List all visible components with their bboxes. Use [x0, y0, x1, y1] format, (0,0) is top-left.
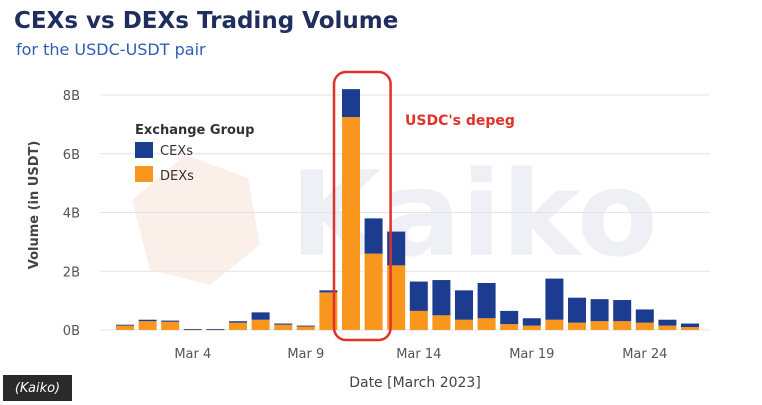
y-tick-label: 0B [63, 324, 80, 339]
bar-dexs-mar-15 [432, 315, 451, 330]
y-tick-label: 6B [63, 148, 80, 163]
bar-cexs-mar-8 [274, 323, 293, 325]
source-badge: (Kaiko) [3, 375, 72, 401]
bar-cexs-mar-18 [500, 310, 519, 325]
bar-cexs-mar-17 [477, 283, 496, 319]
bar-dexs-mar-19 [522, 325, 541, 330]
bar-dexs-mar-3 [161, 321, 180, 330]
bar-dexs-mar-18 [500, 324, 519, 330]
y-tick-label: 4B [63, 207, 80, 222]
bar-dexs-mar-6 [229, 322, 247, 330]
bar-dexs-mar-9 [296, 326, 315, 330]
bar-dexs-mar-1 [116, 325, 134, 330]
bar-cexs-mar-4 [183, 329, 202, 330]
depeg-highlight-box [332, 70, 392, 342]
axes: Volume (in USDT) Date [March 2023] 0B 2B 4… [27, 89, 667, 391]
bar-dexs-mar-20 [545, 319, 564, 330]
x-tick-label: Mar 24 [622, 347, 667, 362]
bar-cexs-mar-9 [296, 325, 315, 327]
bar-dexs-mar-21 [568, 322, 586, 330]
bar-cexs-mar-1 [116, 324, 134, 326]
bar-cexs-mar-14 [409, 281, 428, 311]
bar-dexs-mar-24 [635, 322, 654, 330]
bar-dexs-mar-16 [455, 319, 473, 330]
bar-dexs-mar-22 [590, 321, 609, 330]
bar-cexs-mar-20 [545, 278, 564, 320]
bar-cexs-mar-5 [206, 329, 225, 330]
chart-title: CEXs vs DEXs Trading Volume [14, 8, 399, 34]
bar-cexs-mar-2 [138, 319, 157, 322]
bar-cexs-mar-12 [364, 218, 383, 254]
x-tick-label: Mar 14 [396, 347, 441, 362]
legend-label-cexs: CEXs [160, 144, 193, 159]
legend-title: Exchange Group [135, 123, 254, 138]
bar-dexs-mar-25 [658, 325, 677, 330]
x-axis-label: Date [March 2023] [349, 375, 481, 391]
bar-cexs-mar-10 [319, 290, 338, 293]
legend-swatch-cexs [135, 142, 153, 158]
x-tick-label: Mar 19 [509, 347, 554, 362]
bar-cexs-mar-7 [251, 312, 270, 320]
bar-dexs-mar-26 [681, 327, 699, 330]
x-tick-label: Mar 4 [174, 347, 211, 362]
legend-swatch-dexs [135, 166, 153, 182]
legend-label-dexs: DEXs [160, 169, 194, 184]
bar-cexs-mar-11 [342, 89, 360, 118]
bar-cexs-mar-24 [635, 309, 654, 323]
bar-cexs-mar-23 [613, 300, 632, 322]
bar-cexs-mar-6 [229, 321, 247, 323]
bar-dexs-mar-8 [274, 324, 293, 330]
bar-dexs-mar-7 [251, 319, 270, 330]
y-tick-label: 2B [63, 265, 80, 280]
depeg-annotation-label: USDC's depeg [405, 113, 515, 129]
bar-cexs-mar-25 [658, 319, 677, 326]
y-tick-label: 8B [63, 89, 80, 104]
x-tick-label: Mar 9 [287, 347, 324, 362]
bar-cexs-mar-16 [455, 290, 473, 320]
bar-dexs-mar-12 [364, 253, 383, 330]
bar-cexs-mar-22 [590, 299, 609, 322]
bar-cexs-mar-21 [568, 297, 586, 323]
bar-cexs-mar-19 [522, 318, 541, 326]
bar-dexs-mar-14 [409, 310, 428, 330]
kaiko-logo-watermark [132, 155, 260, 285]
bar-cexs-mar-15 [432, 280, 451, 316]
bar-cexs-mar-3 [161, 320, 180, 322]
bar-dexs-mar-23 [613, 321, 632, 330]
chart-subtitle: for the USDC-USDT pair [16, 40, 206, 59]
bar-cexs-mar-26 [681, 323, 699, 328]
y-axis-label: Volume (in USDT) [27, 141, 42, 270]
bar-dexs-mar-2 [138, 321, 157, 330]
bar-dexs-mar-11 [342, 117, 360, 330]
legend: Exchange Group CEXs DEXs [135, 123, 254, 184]
bar-dexs-mar-17 [477, 318, 496, 330]
annotation: USDC's depeg [332, 70, 515, 342]
